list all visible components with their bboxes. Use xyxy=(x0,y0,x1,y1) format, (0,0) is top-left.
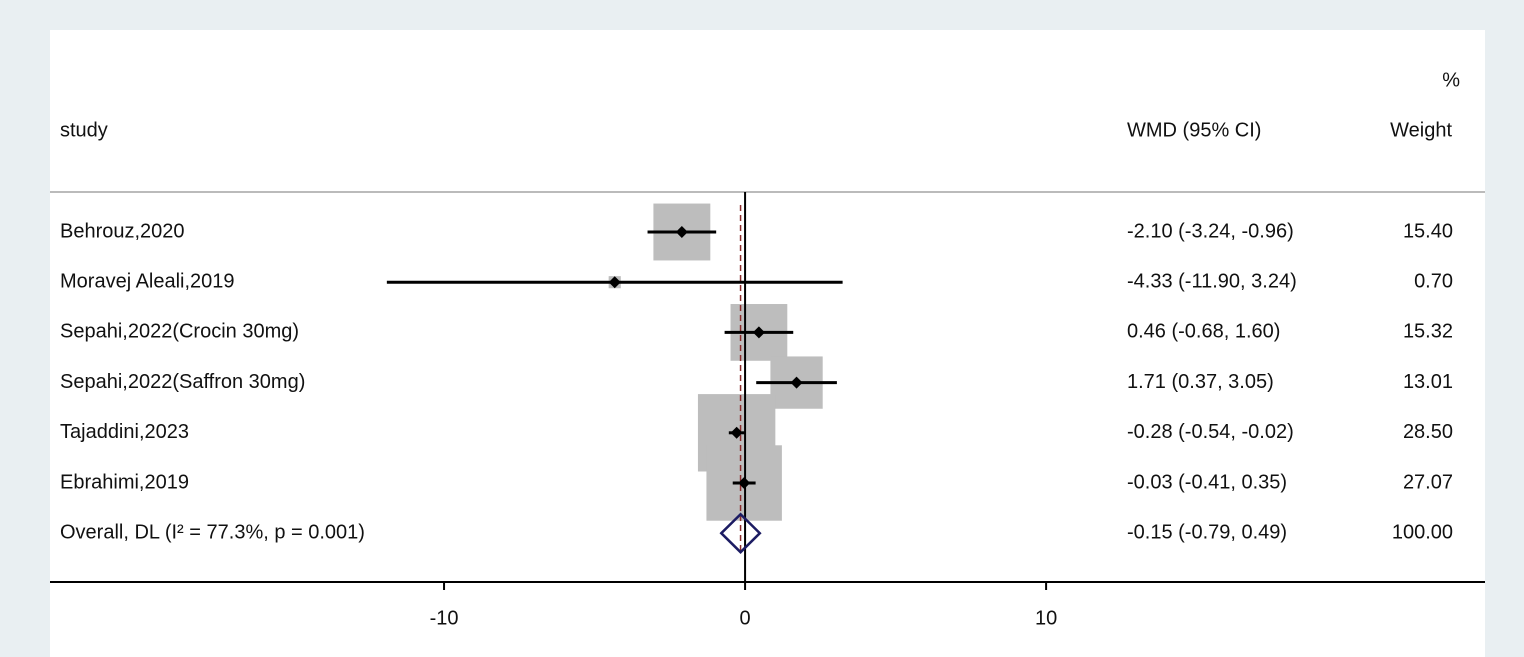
point-estimate xyxy=(608,276,621,289)
study-label: Tajaddini,2023 xyxy=(60,421,189,443)
ci-label: -4.33 (-11.90, 3.24) xyxy=(1127,270,1297,292)
x-tick-label: 10 xyxy=(1035,607,1057,629)
point-estimate xyxy=(752,326,765,339)
x-tick-label: -10 xyxy=(430,607,459,629)
point-estimate xyxy=(738,477,751,489)
weight-label: 27.07 xyxy=(1403,471,1453,493)
study-label: Moravej Aleali,2019 xyxy=(60,270,235,292)
weight-header: Weight xyxy=(1390,119,1452,141)
overall-diamond xyxy=(719,512,762,554)
point-estimate xyxy=(730,426,743,439)
ci-label: 0.46 (-0.68, 1.60) xyxy=(1127,321,1280,343)
weight-header-top: % xyxy=(1442,69,1460,91)
study-header: study xyxy=(60,119,108,141)
ci-label: 1.71 (0.37, 3.05) xyxy=(1127,371,1274,393)
ci-label: -0.03 (-0.41, 0.35) xyxy=(1127,471,1287,493)
study-label: Sepahi,2022(Crocin 30mg) xyxy=(60,321,299,343)
weight-label: 15.32 xyxy=(1403,321,1453,343)
weight-label: 28.50 xyxy=(1403,421,1453,443)
overall-ci-label: -0.15 (-0.79, 0.49) xyxy=(1127,521,1287,543)
overall-label: Overall, DL (I² = 77.3%, p = 0.001) xyxy=(60,521,365,543)
weight-label: 0.70 xyxy=(1414,270,1453,292)
ci-label: -2.10 (-3.24, -0.96) xyxy=(1127,220,1294,242)
overall-weight-label: 100.00 xyxy=(1392,521,1453,543)
point-estimate xyxy=(675,226,688,238)
weight-label: 13.01 xyxy=(1403,371,1453,393)
x-tick-label: 0 xyxy=(740,607,751,629)
weight-label: 15.40 xyxy=(1403,220,1453,242)
effect-header: WMD (95% CI) xyxy=(1127,119,1261,141)
study-label: Behrouz,2020 xyxy=(60,220,185,242)
study-label: Sepahi,2022(Saffron 30mg) xyxy=(60,371,305,393)
point-estimate xyxy=(790,376,803,389)
ci-label: -0.28 (-0.54, -0.02) xyxy=(1127,421,1294,443)
study-label: Ebrahimi,2019 xyxy=(60,471,189,493)
